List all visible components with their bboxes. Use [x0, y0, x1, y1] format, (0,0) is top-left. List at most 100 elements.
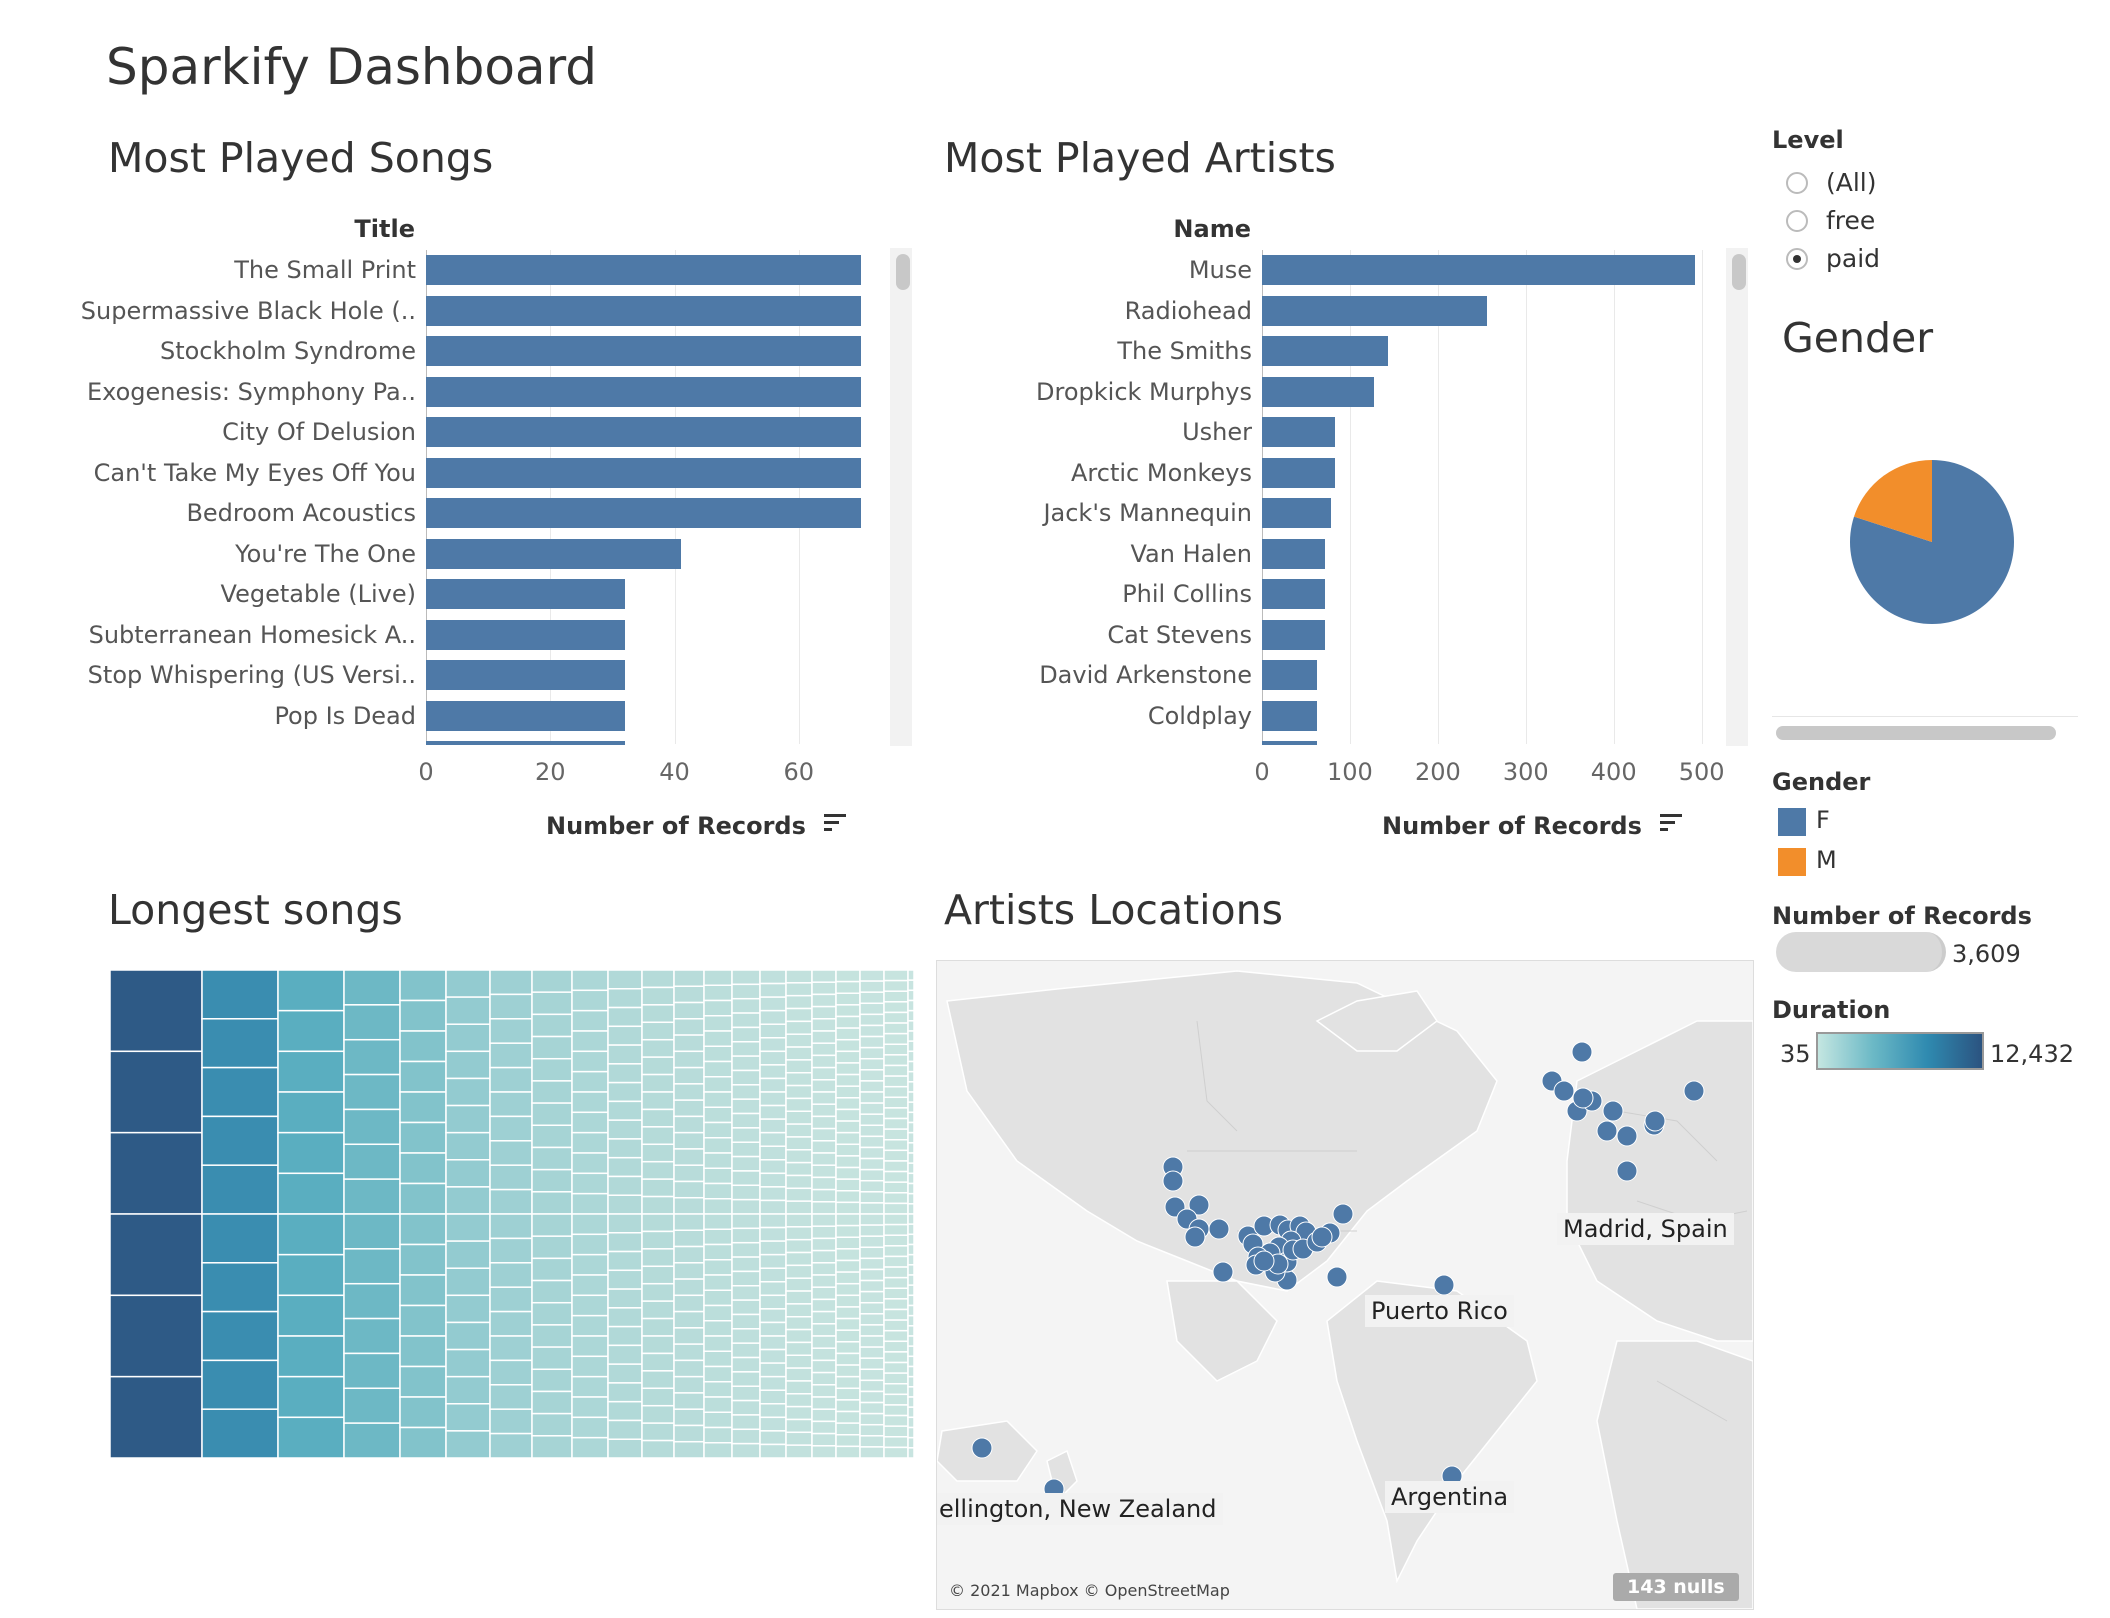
treemap-tile[interactable]	[883, 1181, 909, 1194]
treemap-tile[interactable]	[489, 1091, 533, 1118]
map-location-dot[interactable]	[1162, 1170, 1184, 1192]
treemap-tile[interactable]	[883, 1255, 909, 1268]
treemap-tile[interactable]	[445, 1375, 491, 1405]
map-location-dot[interactable]	[971, 1437, 993, 1459]
treemap-tile[interactable]	[607, 1213, 643, 1234]
treemap-tile[interactable]	[731, 1026, 761, 1043]
treemap-tile[interactable]	[759, 1159, 787, 1175]
treemap-tile[interactable]	[785, 982, 813, 997]
treemap-tile[interactable]	[785, 1380, 813, 1395]
treemap-tile[interactable]	[531, 970, 573, 993]
treemap-tile[interactable]	[571, 1416, 609, 1439]
treemap-tile[interactable]	[759, 1145, 787, 1161]
treemap-tile[interactable]	[883, 1393, 909, 1406]
treemap-tile[interactable]	[811, 1176, 837, 1191]
treemap-tile[interactable]	[759, 1186, 787, 1202]
songs-scrollbar-track[interactable]	[890, 248, 912, 746]
treemap-tile[interactable]	[859, 1246, 885, 1260]
treemap-tile[interactable]	[110, 1375, 203, 1458]
artists-category-label[interactable]: Cat Stevens	[1107, 620, 1252, 649]
treemap-tile[interactable]	[343, 1143, 401, 1180]
treemap-tile[interactable]	[811, 1237, 837, 1252]
treemap-tile[interactable]	[201, 1310, 279, 1362]
treemap-tile[interactable]	[907, 1203, 914, 1215]
songs-category-label[interactable]: Stockholm Syndrome	[159, 337, 416, 365]
treemap-tile[interactable]	[785, 1187, 813, 1202]
songs-category-label[interactable]: Subterranean Homesick A..	[88, 620, 416, 649]
treemap-tile[interactable]	[859, 1224, 885, 1237]
treemap-tile[interactable]	[607, 1138, 643, 1159]
treemap-tile[interactable]	[343, 1178, 401, 1215]
treemap-tile[interactable]	[759, 982, 787, 998]
treemap-tile[interactable]	[907, 1020, 914, 1032]
treemap-tile[interactable]	[907, 1223, 914, 1236]
treemap-tile[interactable]	[607, 1194, 643, 1215]
treemap-tile[interactable]	[703, 1243, 733, 1261]
treemap-tile[interactable]	[673, 1180, 705, 1199]
treemap-tile[interactable]	[883, 1340, 909, 1353]
treemap-tile[interactable]	[445, 1050, 491, 1080]
treemap-tile[interactable]	[811, 1213, 837, 1227]
treemap-tile[interactable]	[907, 1070, 914, 1083]
artists-bar[interactable]	[1262, 660, 1317, 690]
treemap-tile[interactable]	[835, 1038, 861, 1053]
treemap-tile[interactable]	[835, 1190, 861, 1204]
treemap-tile[interactable]	[907, 1182, 914, 1195]
treemap-tile[interactable]	[703, 1381, 733, 1398]
treemap-tile[interactable]	[489, 1408, 533, 1435]
level-radio-all[interactable]	[1786, 172, 1808, 194]
treemap-tile[interactable]	[607, 1307, 643, 1328]
treemap-tile[interactable]	[785, 1303, 813, 1318]
songs-bar-partial[interactable]	[426, 741, 625, 745]
level-option-free[interactable]: free	[1826, 206, 1876, 235]
treemap-tile[interactable]	[571, 1152, 609, 1175]
treemap-tile[interactable]	[835, 1062, 861, 1076]
treemap-tile[interactable]	[731, 1313, 761, 1330]
treemap-tile[interactable]	[731, 1299, 761, 1316]
treemap-tile[interactable]	[399, 1243, 447, 1276]
treemap-tile[interactable]	[759, 1226, 787, 1242]
treemap-tile[interactable]	[673, 1001, 705, 1020]
artists-category-label[interactable]: Dropkick Murphys	[1036, 377, 1252, 406]
treemap-tile[interactable]	[531, 1279, 573, 1304]
treemap-tile[interactable]	[531, 1191, 573, 1215]
treemap-tile[interactable]	[907, 1121, 914, 1134]
treemap-tile[interactable]	[531, 1390, 573, 1415]
treemap-tile[interactable]	[277, 1375, 345, 1419]
treemap-tile[interactable]	[835, 1294, 861, 1308]
artists-bar[interactable]	[1262, 538, 1326, 569]
treemap-tile[interactable]	[731, 1213, 761, 1230]
treemap-tile[interactable]	[859, 1113, 885, 1127]
treemap-tile[interactable]	[673, 1018, 705, 1036]
treemap-tile[interactable]	[703, 1060, 733, 1078]
treemap-tile[interactable]	[571, 1009, 609, 1032]
treemap-tile[interactable]	[811, 1054, 837, 1069]
treemap-tile[interactable]	[607, 1363, 643, 1384]
treemap-tile[interactable]	[641, 1439, 675, 1458]
treemap-tile[interactable]	[883, 1329, 909, 1343]
treemap-tile[interactable]	[759, 1104, 787, 1120]
treemap-tile[interactable]	[731, 1084, 761, 1100]
treemap-tile[interactable]	[835, 992, 861, 1006]
treemap-tile[interactable]	[277, 1253, 345, 1297]
treemap-tile[interactable]	[759, 1294, 787, 1310]
treemap-tile[interactable]	[759, 1009, 787, 1025]
treemap-tile[interactable]	[399, 970, 447, 1002]
treemap-tile[interactable]	[399, 1396, 447, 1429]
treemap-tile[interactable]	[883, 1245, 909, 1258]
treemap-tile[interactable]	[759, 1416, 787, 1432]
artists-bar[interactable]	[1262, 700, 1317, 731]
treemap-tile[interactable]	[343, 1317, 401, 1355]
treemap-tile[interactable]	[110, 1294, 203, 1378]
treemap-tile[interactable]	[703, 1411, 733, 1429]
treemap-tile[interactable]	[201, 1018, 279, 1069]
artists-bar[interactable]	[1262, 619, 1326, 650]
treemap-tile[interactable]	[835, 1341, 861, 1355]
treemap-tile[interactable]	[445, 1077, 491, 1107]
treemap-tile[interactable]	[859, 1435, 885, 1448]
treemap-tile[interactable]	[859, 1002, 885, 1016]
treemap-tile[interactable]	[277, 1416, 345, 1458]
treemap-tile[interactable]	[489, 1432, 533, 1458]
treemap-tile[interactable]	[731, 1371, 761, 1387]
treemap-tile[interactable]	[859, 1313, 885, 1326]
